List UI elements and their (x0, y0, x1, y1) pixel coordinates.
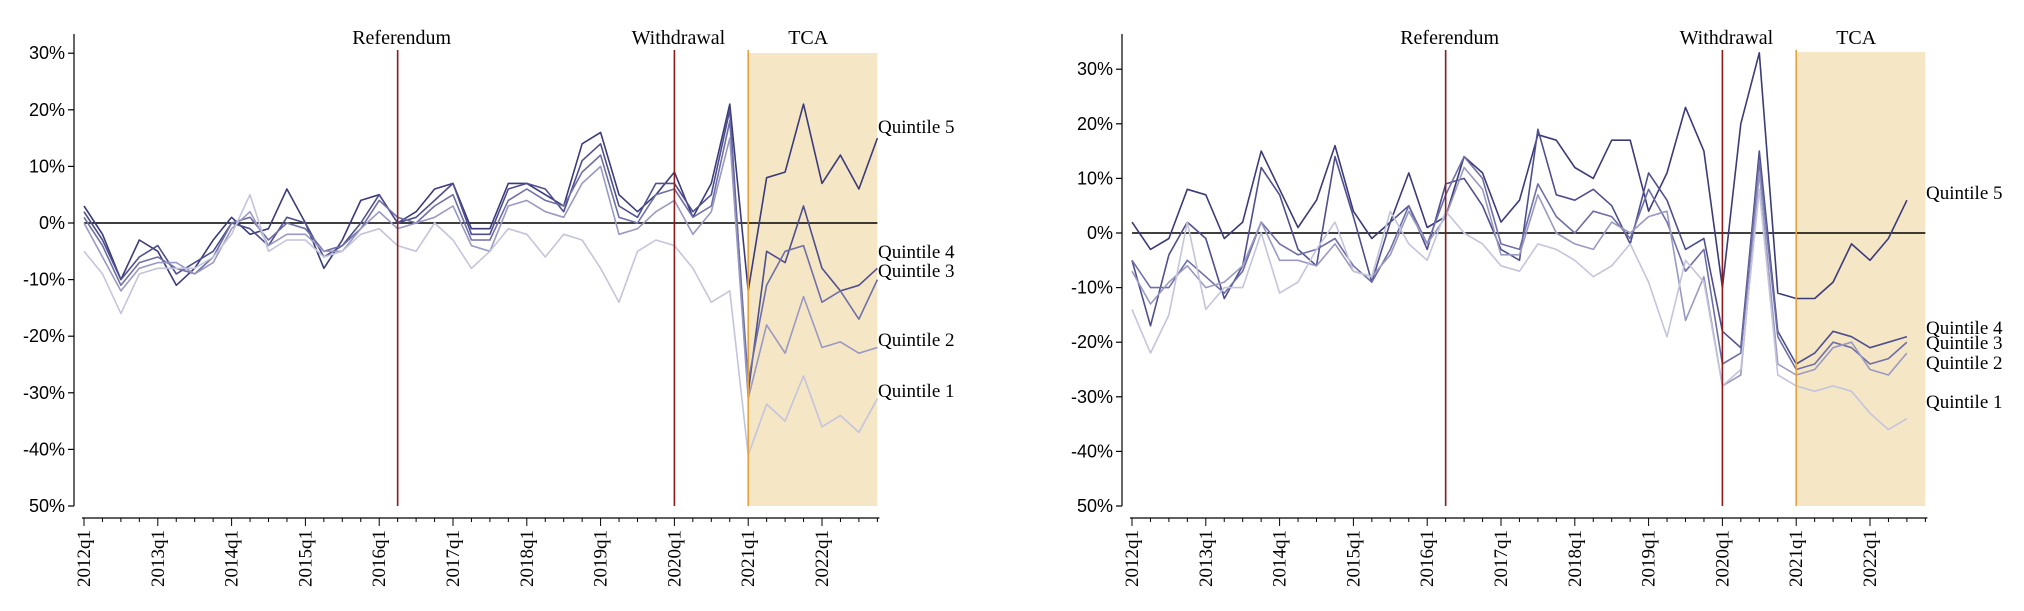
y-tick-label: 50% (29, 496, 65, 516)
x-tick-label: 2022q1 (812, 530, 833, 587)
x-tick-label: 2013q1 (1196, 530, 1217, 587)
series-label: Quintile 4 (1926, 318, 2003, 339)
y-tick-label: 30% (1077, 59, 1113, 79)
x-tick-label: 2021q1 (738, 530, 759, 587)
x-tick-label: 2015q1 (295, 530, 316, 587)
y-tick-label: -20% (23, 326, 65, 346)
tca-shaded-region (1796, 52, 1926, 506)
series-label: Quintile 2 (1926, 353, 2003, 374)
x-tick-label: 2018q1 (1565, 530, 1586, 587)
x-tick-label: 2014q1 (1270, 530, 1291, 587)
y-tick-label: 0% (1087, 223, 1113, 243)
series-line-quintile-3 (83, 120, 879, 383)
series-label: Quintile 5 (1926, 183, 2003, 204)
chart-panel-right: 30% 20% 10% 0% -10% -20% -30% -40% 50% 2012q1 2013… (1071, 27, 2003, 587)
event-label-referendum: Referendum (1400, 27, 1499, 49)
tca-shaded-region (748, 53, 878, 506)
x-tick-label: 2016q1 (369, 530, 390, 587)
y-tick-label: 10% (1077, 168, 1113, 188)
chart-panel-left: 30% 20% 10% 0% -10% -20% -30% -40% 50% 2012q1 2013… (23, 27, 955, 587)
series-label: Quintile 3 (1926, 333, 2003, 354)
x-tick-label: 2018q1 (517, 530, 538, 587)
x-tick-label: 2013q1 (148, 530, 169, 587)
y-tick-label: 10% (29, 156, 65, 176)
series-label: Quintile 1 (1926, 392, 2003, 413)
x-tick-label: 2016q1 (1417, 530, 1438, 587)
event-label-withdrawal: Withdrawal (1680, 27, 1774, 49)
series-line-quintile-2 (83, 137, 878, 400)
y-tick-label: -30% (1071, 387, 1113, 407)
series-label: Quintile 5 (878, 117, 955, 138)
y-tick-label: 20% (29, 100, 65, 120)
x-tick-label: 2021q1 (1786, 530, 1807, 587)
y-tick-label: 0% (39, 213, 65, 233)
event-label-withdrawal: Withdrawal (632, 27, 726, 49)
series-label: Quintile 3 (878, 261, 955, 282)
x-tick-label: 2017q1 (1491, 530, 1512, 587)
x-tick-label: 2012q1 (74, 530, 95, 587)
x-tick-label: 2020q1 (664, 530, 685, 587)
x-tick-label: 2015q1 (1343, 530, 1364, 587)
x-tick-label: 2020q1 (1712, 530, 1733, 587)
series-line-quintile-1 (1131, 188, 1908, 431)
series-line-quintile-2 (1131, 166, 1908, 387)
x-tick-label: 2014q1 (222, 530, 243, 587)
y-tick-label: 20% (1077, 114, 1113, 134)
series-line-quintile-5 (83, 103, 879, 292)
series-label: Quintile 1 (878, 381, 955, 402)
x-tick-label: 2019q1 (591, 530, 612, 587)
event-label-referendum: Referendum (352, 27, 451, 49)
y-tick-label: 30% (29, 43, 65, 63)
series-line-quintile-5 (1131, 51, 1908, 300)
y-tick-label: -30% (23, 383, 65, 403)
y-tick-label: -10% (1071, 278, 1113, 298)
x-tick-label: 2019q1 (1639, 530, 1660, 587)
x-tick-label: 2012q1 (1122, 530, 1143, 587)
y-tick-label: -40% (1071, 441, 1113, 461)
y-tick-label: -10% (23, 270, 65, 290)
x-tick-label: 2022q1 (1860, 530, 1881, 587)
y-tick-label: -20% (1071, 332, 1113, 352)
event-label-tca: TCA (788, 27, 829, 49)
series-line-quintile-1 (83, 193, 879, 456)
series-line-quintile-3 (1131, 155, 1908, 371)
x-tick-label: 2017q1 (443, 530, 464, 587)
y-tick-label: -40% (23, 439, 65, 459)
y-tick-label: 50% (1077, 496, 1113, 516)
series-label: Quintile 4 (878, 242, 955, 263)
event-label-tca: TCA (1836, 27, 1877, 49)
series-label: Quintile 2 (878, 330, 955, 351)
